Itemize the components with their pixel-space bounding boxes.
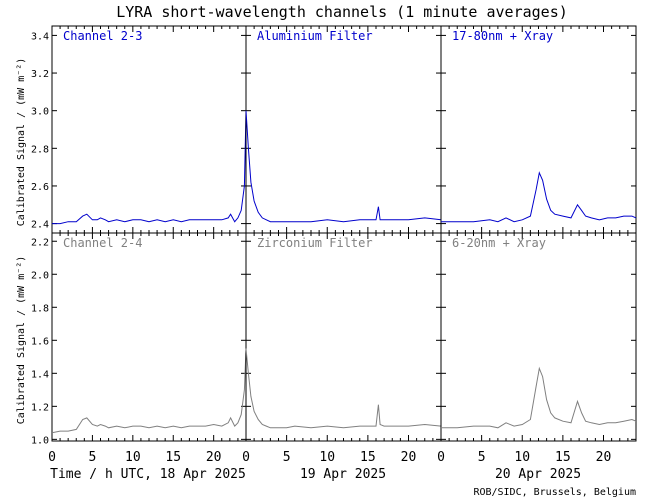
x-tick-label: 0 [48, 450, 56, 465]
x-tick-label: 5 [283, 450, 291, 465]
x-tick-label: 0 [242, 450, 250, 465]
x-tick-label: 5 [89, 450, 97, 465]
panel-label: Zirconium Filter [257, 236, 373, 250]
panel-frame [440, 232, 637, 442]
y-tick-label: 3.2 [31, 69, 49, 80]
x-tick-label: 15 [360, 450, 376, 465]
panel-label: Channel 2-4 [63, 236, 142, 250]
series-line-zirconium-filter [245, 348, 442, 429]
y-axis-label-top: Calibrated Signal / (mW m⁻²) [16, 58, 27, 227]
panel-frame [51, 232, 247, 442]
panel-label: 6-20nm + Xray [452, 236, 546, 250]
y-axis-label-bottom: Calibrated Signal / (mW m⁻²) [16, 256, 27, 425]
panel-label: Aluminium Filter [257, 29, 373, 43]
panel-frame [245, 25, 442, 234]
panel-frame [440, 25, 637, 234]
panel-label: Channel 2-3 [63, 29, 142, 43]
y-tick-label: 1.0 [31, 435, 49, 446]
day-label-1: Time / h UTC, 18 Apr 2025 [50, 467, 246, 482]
series-line-6-20nm-xray [441, 366, 637, 429]
y-tick-label: 1.4 [31, 369, 49, 380]
series-line-channel-2-4 [51, 348, 247, 434]
x-tick-label: 15 [555, 450, 571, 465]
x-tick-label: 10 [125, 450, 141, 465]
x-tick-label: 15 [165, 450, 181, 465]
series-line-channel-2-3 [52, 110, 247, 225]
y-tick-label: 2.2 [31, 237, 49, 248]
y-tick-label: 2.6 [31, 182, 49, 193]
series-line-aluminium-filter [245, 110, 442, 223]
chart-title: LYRA short-wavelength channels (1 minute… [116, 3, 568, 21]
y-tick-label: 3.0 [31, 107, 49, 118]
plot-panels: Channel 2-3 Aluminium Filter 17-80nm + Xra… [31, 25, 637, 465]
panel-label: 17-80nm + Xray [452, 29, 553, 43]
y-tick-label: 2.8 [31, 144, 49, 155]
x-tick-label: 5 [478, 450, 486, 465]
series-line-17-80nm-xray [441, 171, 637, 223]
x-tick-label: 0 [437, 450, 445, 465]
panel-frame [245, 232, 442, 442]
day-label-3: 20 Apr 2025 [495, 467, 581, 482]
day-label-2: 19 Apr 2025 [300, 467, 386, 482]
y-tick-label: 1.6 [31, 336, 49, 347]
y-tick-label: 2.4 [31, 220, 49, 231]
credit-text: ROB/SIDC, Brussels, Belgium [473, 487, 636, 498]
x-tick-label: 10 [319, 450, 335, 465]
y-tick-label: 3.4 [31, 31, 49, 42]
x-tick-label: 20 [596, 450, 612, 465]
panel-frame [51, 25, 247, 234]
y-tick-label: 1.2 [31, 402, 49, 413]
x-tick-label: 10 [514, 450, 530, 465]
y-tick-label: 2.0 [31, 270, 49, 281]
x-tick-label: 20 [401, 450, 417, 465]
x-tick-label: 20 [206, 450, 222, 465]
y-tick-label: 1.8 [31, 303, 49, 314]
